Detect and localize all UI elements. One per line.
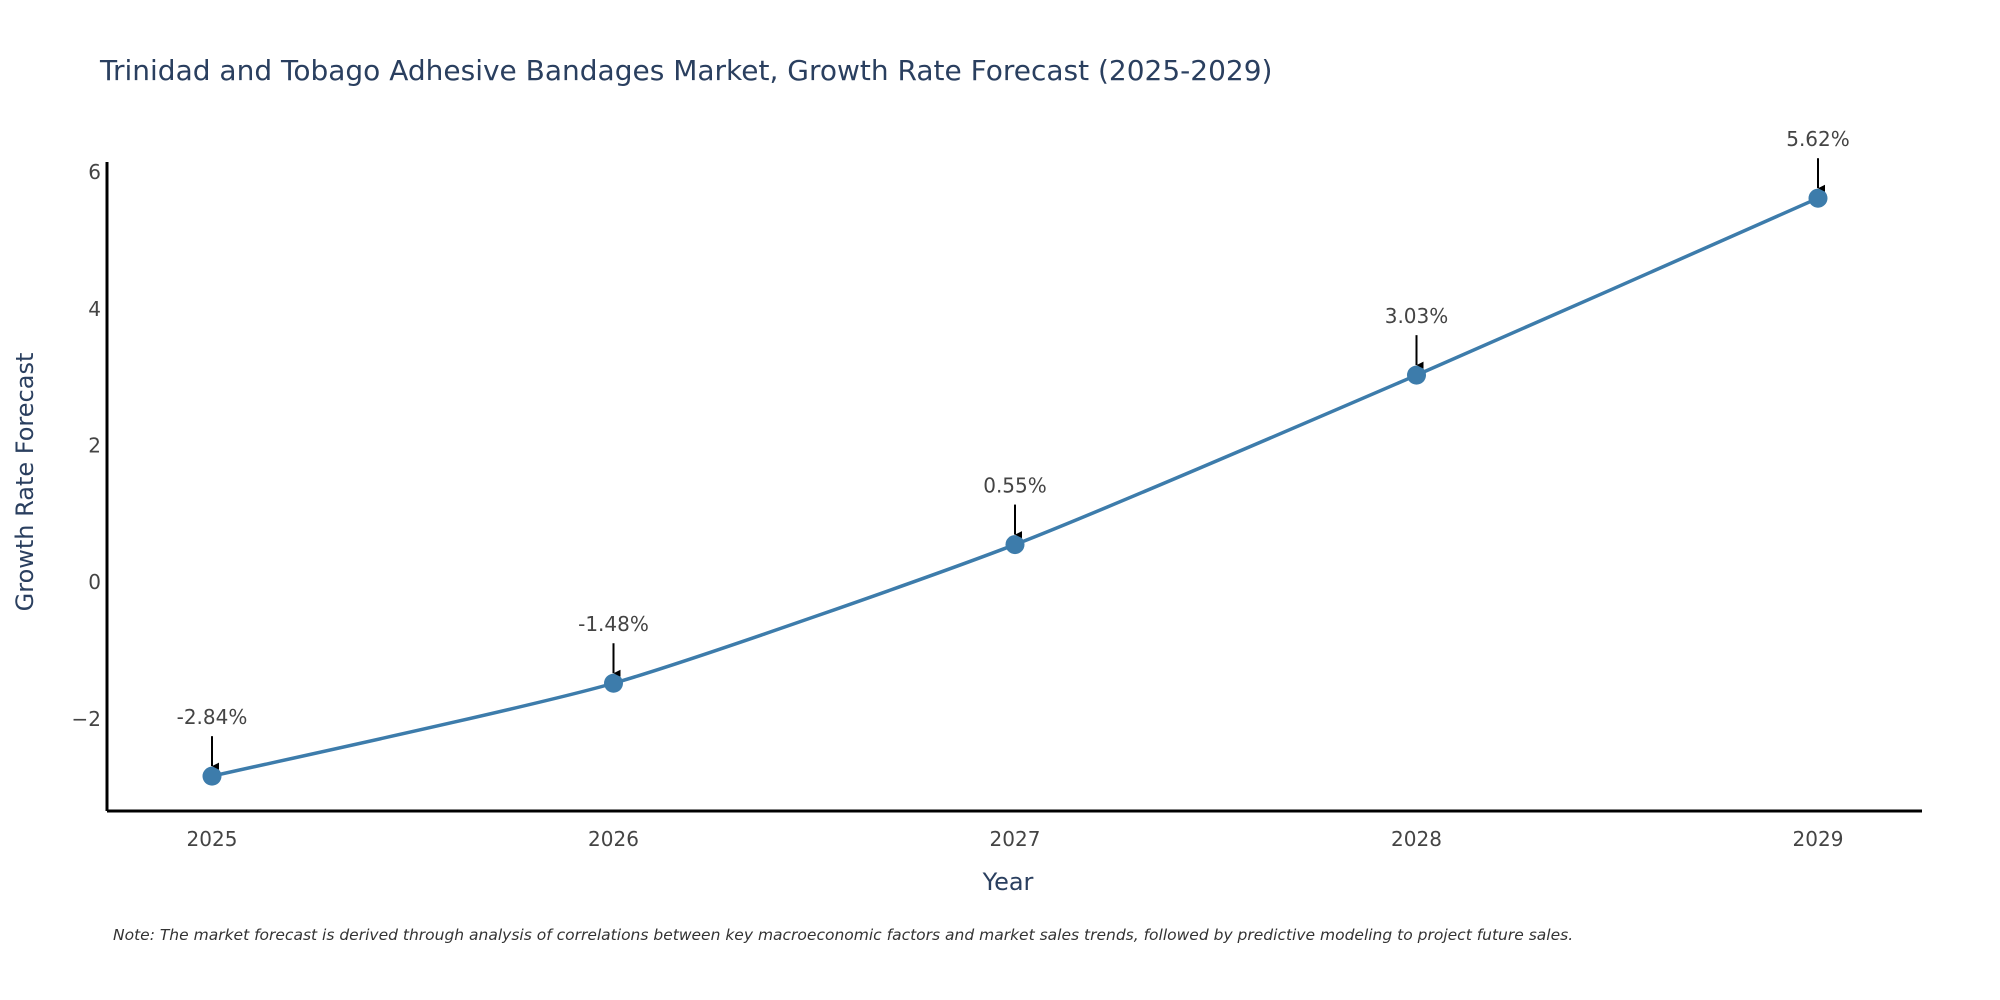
y-tick-label: 2 [88, 434, 101, 458]
data-point [1808, 188, 1828, 208]
data-label: -1.48% [578, 612, 649, 636]
data-label: 0.55% [983, 474, 1047, 498]
y-axis-ticks: −2 0 2 4 6 [72, 160, 101, 731]
y-tick-label: 6 [88, 160, 101, 184]
footnote: Note: The market forecast is derived thr… [113, 926, 1573, 944]
x-tick-label: 2026 [588, 827, 639, 851]
x-tick-label: 2028 [1391, 827, 1442, 851]
data-label: 5.62% [1786, 127, 1850, 151]
x-tick-label: 2025 [187, 827, 238, 851]
y-tick-label: 0 [88, 570, 101, 594]
x-tick-label: 2027 [990, 827, 1041, 851]
data-point [202, 766, 222, 786]
data-point [1407, 365, 1426, 385]
y-tick-label: −2 [72, 707, 101, 731]
data-markers [202, 188, 1828, 786]
chart-title: Trinidad and Tobago Adhesive Bandages Ma… [99, 54, 1272, 87]
data-label: -2.84% [177, 705, 248, 729]
data-label: 3.03% [1385, 304, 1449, 328]
data-annotations: -2.84% -1.48% 0.55% 3.03% 5.62% [177, 127, 1850, 770]
y-axis-title: Growth Rate Forecast [11, 353, 39, 612]
x-axis-title: Year [982, 868, 1034, 896]
data-point [1005, 535, 1025, 555]
plot-area: −2 0 2 4 6 2025 2026 2027 2028 2029 -2.84% -1.48%… [72, 127, 1922, 851]
data-point [604, 673, 623, 693]
y-tick-label: 4 [88, 297, 101, 321]
x-tick-label: 2029 [1793, 827, 1844, 851]
x-axis-ticks: 2025 2026 2027 2028 2029 [187, 827, 1844, 851]
